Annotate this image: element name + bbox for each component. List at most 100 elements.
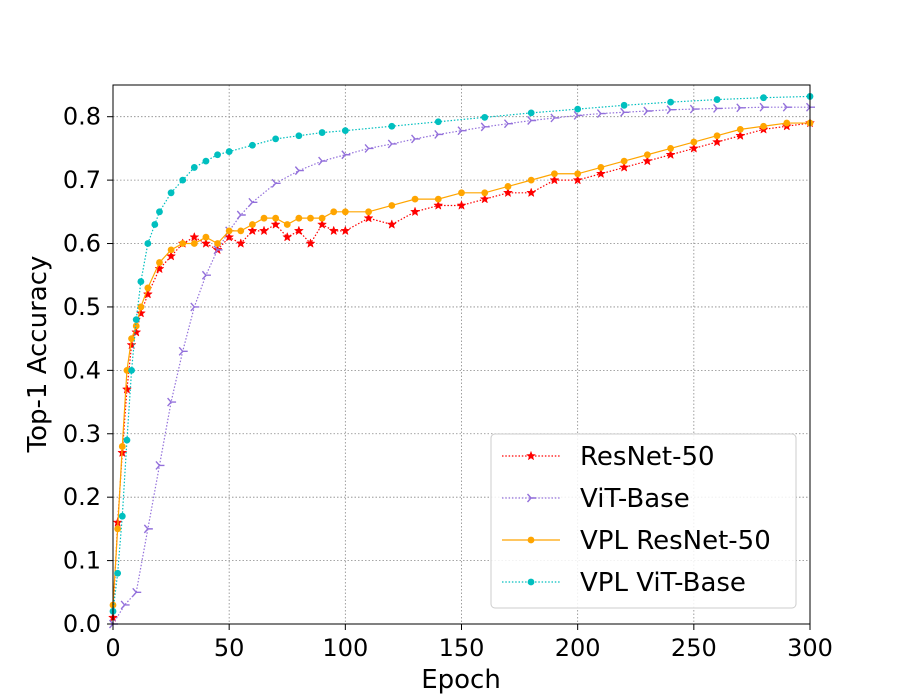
data-point	[759, 102, 769, 112]
y-axis-label: Top-1 Accuracy	[23, 256, 53, 454]
data-point	[154, 263, 165, 274]
data-point	[713, 132, 721, 140]
data-point	[114, 525, 122, 533]
data-point	[481, 113, 489, 121]
data-point	[735, 130, 746, 141]
data-point	[155, 461, 165, 470]
data-point	[293, 225, 304, 236]
data-point	[121, 384, 132, 394]
legend-marker	[525, 450, 537, 461]
y-tick-label: 0.5	[63, 293, 101, 321]
data-point	[156, 259, 163, 266]
legend-label: ViT-Base	[580, 484, 690, 514]
data-point	[318, 129, 326, 136]
data-point	[503, 119, 513, 129]
data-point	[213, 245, 223, 255]
data-point	[434, 118, 442, 126]
data-point	[114, 569, 122, 577]
data-point	[434, 195, 442, 203]
data-point	[224, 231, 235, 242]
data-point	[457, 126, 467, 136]
data-point	[596, 109, 606, 118]
data-point	[549, 174, 560, 185]
data-point	[235, 238, 246, 248]
data-point	[620, 107, 630, 117]
data-point	[551, 170, 558, 178]
legend: ResNet-50 ViT-Base VPL ResNet-50 VPL ViT-Ba…	[490, 433, 797, 609]
data-point	[713, 104, 723, 113]
data-point	[189, 231, 200, 242]
data-point	[260, 214, 268, 222]
data-point	[527, 176, 535, 184]
data-point	[572, 174, 583, 185]
data-point	[200, 238, 211, 248]
data-point	[214, 151, 221, 159]
data-point	[282, 231, 293, 242]
data-point	[201, 270, 211, 280]
data-point	[574, 105, 582, 113]
x-tick-label: 200	[555, 634, 601, 662]
data-point	[527, 116, 537, 125]
data-point	[340, 225, 351, 236]
data-point	[167, 189, 175, 197]
legend-box	[490, 433, 797, 609]
data-point	[364, 143, 374, 153]
data-point	[760, 94, 767, 102]
data-point	[294, 166, 304, 176]
data-point	[665, 149, 676, 160]
series-1	[108, 102, 815, 629]
data-point	[143, 524, 153, 534]
data-point	[132, 322, 140, 330]
data-point	[123, 436, 131, 444]
data-point	[190, 302, 200, 312]
y-tick-label: 0.4	[63, 356, 101, 384]
data-point	[270, 219, 281, 229]
y-tick-label: 0.1	[63, 547, 101, 575]
data-point	[574, 170, 582, 178]
data-point	[295, 214, 303, 222]
y-tick-label: 0.6	[63, 230, 101, 258]
series-3	[109, 93, 814, 615]
x-tick-label: 250	[671, 634, 717, 662]
legend-marker	[527, 578, 535, 586]
legend-marker	[527, 536, 535, 544]
x-tick-label: 0	[105, 634, 120, 662]
data-point	[179, 176, 187, 184]
data-point	[307, 214, 314, 222]
data-point	[283, 221, 291, 228]
data-point	[456, 200, 467, 210]
legend-item: ViT-Base	[502, 484, 690, 514]
data-point	[341, 150, 351, 160]
data-point	[214, 240, 221, 247]
y-tick-label: 0.0	[63, 610, 101, 638]
data-point	[760, 122, 767, 130]
legend-label: VPL ResNet-50	[580, 526, 771, 556]
legend-item: ResNet-50	[502, 442, 715, 472]
data-point	[573, 110, 583, 120]
data-point	[689, 104, 699, 114]
data-point	[526, 187, 537, 198]
y-tick-label: 0.3	[63, 420, 101, 448]
data-point	[178, 346, 188, 356]
legend-label: ResNet-50	[580, 442, 715, 472]
series-2	[109, 119, 814, 609]
data-point	[479, 193, 490, 204]
data-point	[388, 202, 396, 209]
data-point	[502, 187, 514, 198]
data-point	[409, 206, 421, 217]
data-point	[363, 212, 374, 223]
data-point	[783, 119, 791, 127]
x-tick-label: 150	[439, 634, 485, 662]
data-point	[481, 189, 489, 197]
data-point	[128, 366, 135, 374]
y-tick-label: 0.7	[63, 166, 101, 194]
data-point	[434, 130, 444, 139]
y-tick-label: 0.8	[63, 103, 101, 131]
x-tick-label: 50	[214, 634, 245, 662]
data-point	[330, 208, 338, 216]
data-point	[328, 225, 339, 236]
data-point	[128, 335, 135, 343]
legend-marker	[526, 493, 536, 503]
data-point	[118, 512, 126, 520]
data-point	[597, 164, 605, 171]
